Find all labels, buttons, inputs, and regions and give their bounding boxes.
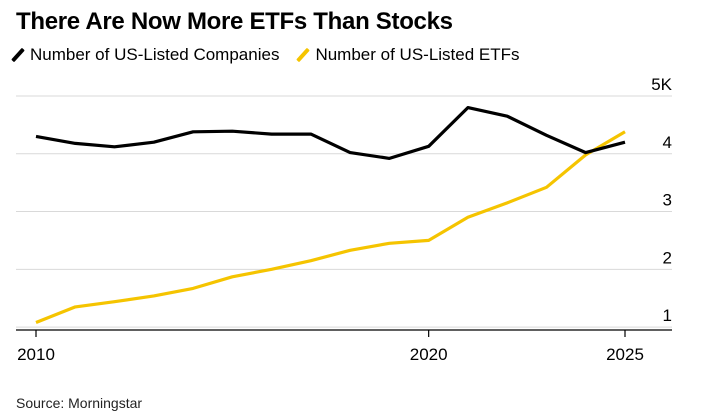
legend: Number of US-Listed Companies Number of … — [11, 45, 542, 65]
y-tick-label: 4 — [663, 133, 672, 152]
y-tick-label: 2 — [663, 248, 672, 267]
series-line-etfs — [35, 130, 626, 324]
x-tick-label: 2025 — [606, 345, 644, 364]
x-tick-label: 2020 — [410, 345, 448, 364]
y-tick-label: 1 — [663, 306, 672, 325]
x-tick-label: 2010 — [17, 345, 55, 364]
source-note: Source: Morningstar — [16, 395, 143, 411]
legend-item-companies: Number of US-Listed Companies — [11, 45, 280, 65]
series-line-companies — [35, 105, 626, 160]
y-tick-label: 5K — [651, 75, 672, 94]
chart-title: There Are Now More ETFs Than Stocks — [16, 8, 453, 35]
y-tick-label: 3 — [663, 191, 672, 210]
legend-item-etfs: Number of US-Listed ETFs — [296, 45, 520, 65]
legend-label-companies: Number of US-Listed Companies — [30, 45, 280, 64]
legend-label-etfs: Number of US-Listed ETFs — [315, 45, 520, 64]
